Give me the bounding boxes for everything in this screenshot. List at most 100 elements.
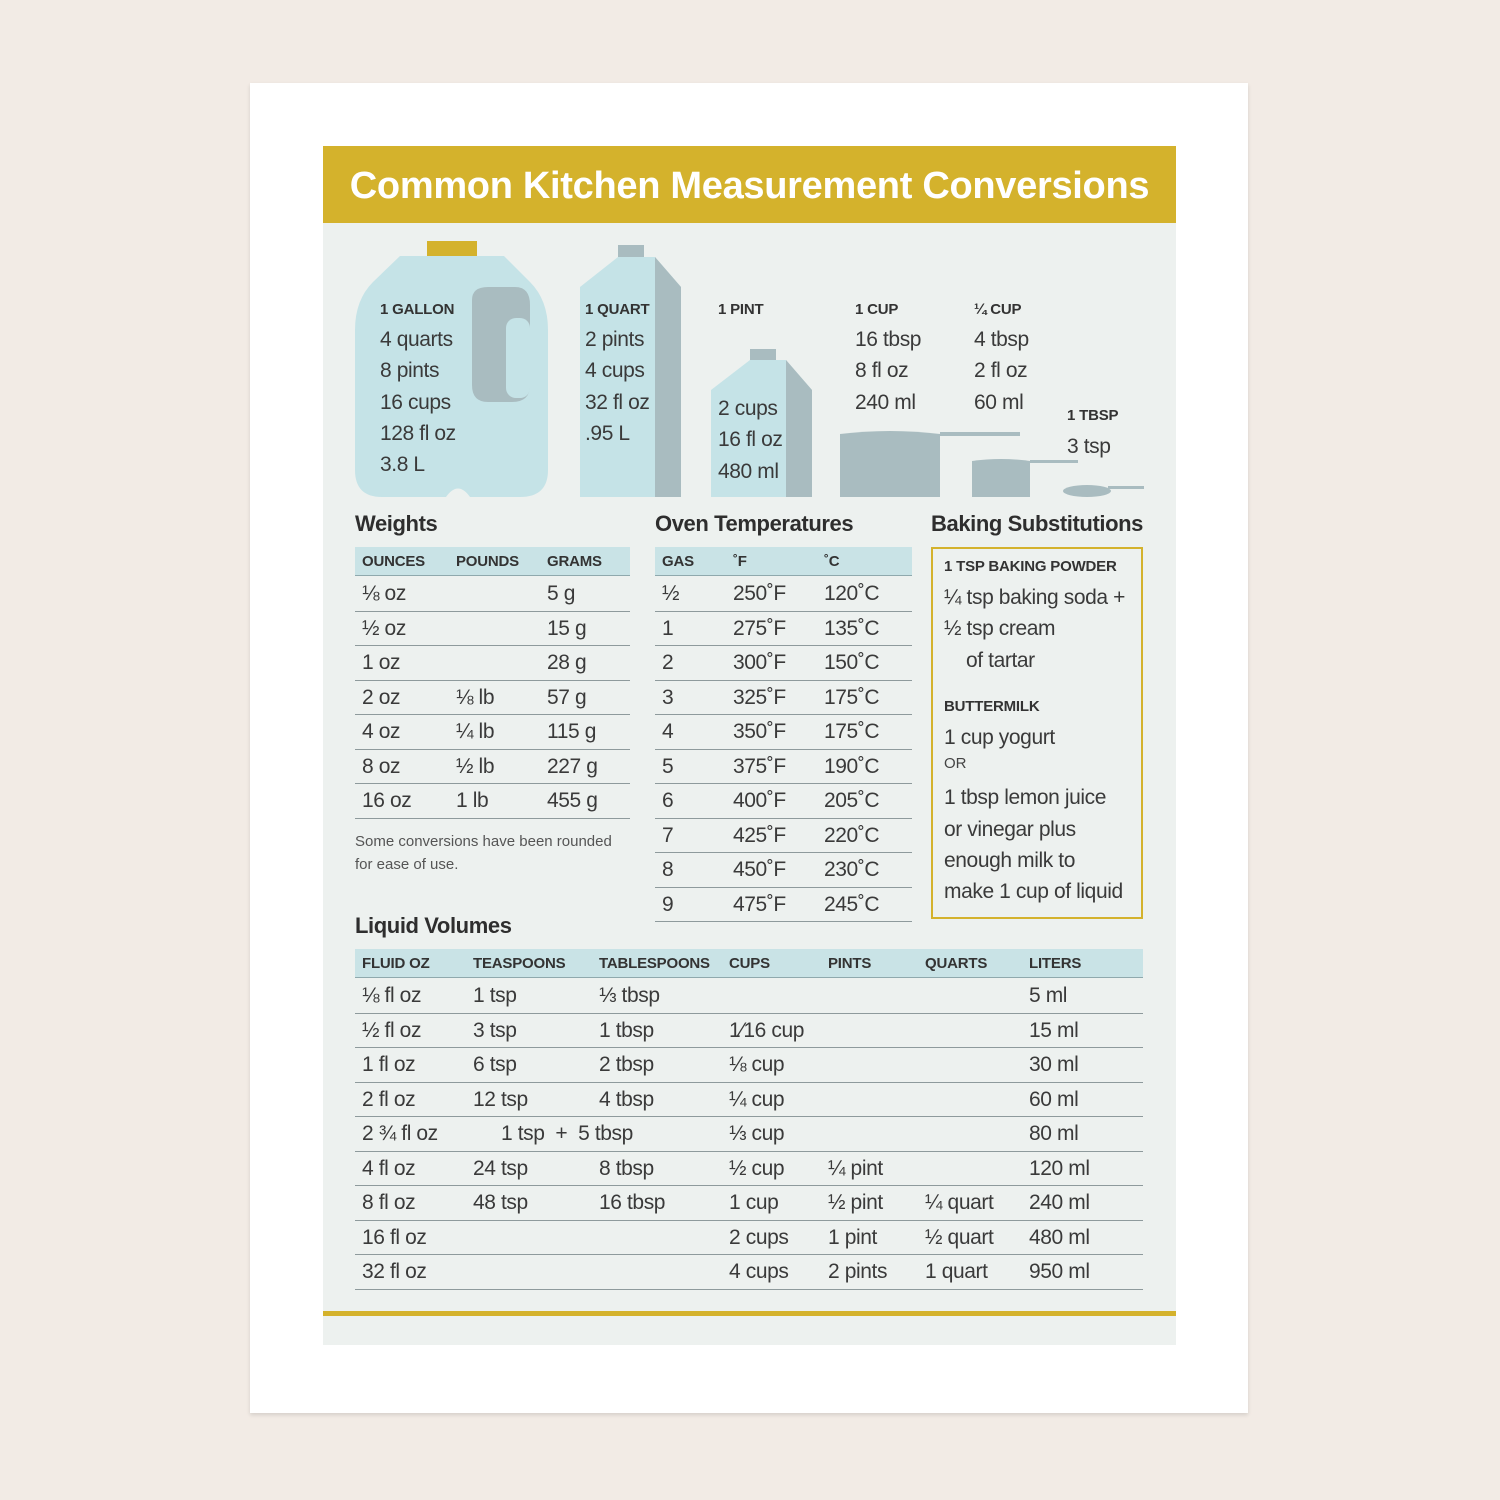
table-cell: 1	[662, 616, 674, 640]
substitution-line: make 1 cup of liquid	[944, 880, 1123, 904]
row-rule	[355, 645, 630, 646]
table-cell: 5 ml	[1029, 984, 1068, 1007]
table-cell: 1 lb	[456, 789, 489, 812]
table-cell: ⅛ cup	[729, 1053, 785, 1076]
table-cell: ¼ lb	[456, 720, 495, 743]
table-cell: 15 ml	[1029, 1018, 1079, 1042]
column-header: ˚F	[733, 553, 747, 570]
table-cell: ¼ quart	[925, 1191, 994, 1214]
table-cell: 1 tsp + 5 tbsp	[501, 1122, 633, 1145]
container-line: 3 tsp	[1067, 435, 1111, 458]
table-cell: 135˚C	[824, 616, 880, 640]
table-cell: 2 fl oz	[362, 1087, 416, 1111]
substitution-line: ½ tsp cream	[944, 617, 1056, 641]
table-cell: 1 pint	[828, 1225, 877, 1249]
table-cell: 1 tbsp	[599, 1018, 654, 1042]
table-cell: 205˚C	[824, 789, 880, 812]
quart-side	[655, 257, 681, 497]
table-cell: 16 fl oz	[362, 1225, 427, 1249]
table-cell: ½ quart	[925, 1225, 994, 1249]
table-cell: 1 fl oz	[362, 1053, 416, 1076]
table-cell: 425˚F	[733, 823, 786, 847]
table-cell: ¼ cup	[729, 1087, 785, 1111]
container-line: 2 fl oz	[974, 359, 1028, 383]
container-line: 4 tbsp	[974, 328, 1029, 351]
table-cell: 3	[662, 685, 674, 709]
table-cell: 48 tsp	[473, 1191, 528, 1214]
row-rule	[655, 783, 912, 784]
table-cell: 4 oz	[362, 720, 401, 743]
table-cell: ½ lb	[456, 754, 495, 778]
column-header: TABLESPOONS	[599, 955, 710, 972]
container-line: 16 tbsp	[855, 328, 922, 351]
container-label: 1 PINT	[718, 301, 764, 318]
column-header: LITERS	[1029, 955, 1082, 972]
tablespoon-handle	[1108, 486, 1144, 489]
container-line: 480 ml	[718, 459, 779, 483]
row-rule	[655, 679, 912, 681]
container-line: 4 quarts	[380, 328, 453, 351]
table-cell: 150˚C	[824, 651, 880, 674]
row-rule	[655, 748, 912, 750]
substitution-line: ¼ tsp baking soda +	[944, 586, 1125, 609]
table-cell: 450˚F	[733, 858, 786, 881]
container-line: 16 cups	[380, 390, 451, 414]
gallon-cap	[427, 241, 477, 256]
table-cell: 375˚F	[733, 754, 786, 778]
table-cell: ½	[662, 582, 680, 605]
table-cell: 480 ml	[1029, 1225, 1090, 1249]
substitution-label: BUTTERMILK	[944, 698, 1040, 715]
row-rule	[655, 714, 912, 715]
table-cell: 2 cups	[729, 1225, 789, 1249]
container-line: 16 fl oz	[718, 428, 783, 452]
row-rule	[355, 1081, 1143, 1083]
table-cell: ⅓ cup	[729, 1122, 785, 1145]
row-rule	[655, 921, 912, 922]
row-rule	[655, 817, 912, 819]
column-header: FLUID OZ	[362, 955, 430, 972]
container-label: 1 CUP	[855, 301, 899, 318]
table-cell: ½ fl oz	[362, 1018, 422, 1042]
table-cell: 475˚F	[733, 892, 786, 916]
table-cell: ⅛ oz	[362, 582, 406, 605]
substitution-line: or vinegar plus	[944, 817, 1076, 841]
table-cell: 80 ml	[1029, 1122, 1079, 1145]
table-cell: 175˚C	[824, 720, 880, 743]
table-cell: 4 tbsp	[599, 1087, 654, 1111]
container-line: 8 fl oz	[855, 359, 909, 383]
column-header: POUNDS	[456, 553, 519, 570]
cup-handle	[940, 432, 1020, 436]
cup-measure	[840, 431, 940, 497]
section-title: Oven Temperatures	[655, 511, 854, 536]
table-cell: 2	[662, 651, 674, 674]
container-line: 3.8 L	[380, 453, 425, 477]
row-rule	[355, 1116, 1143, 1117]
table-cell: 2 pints	[828, 1260, 888, 1283]
substitution-label: 1 TSP BAKING POWDER	[944, 558, 1117, 575]
table-cell: 4 cups	[729, 1260, 789, 1283]
table-cell: 5	[662, 754, 674, 778]
table-cell: 24 tsp	[473, 1156, 528, 1180]
pint-side	[786, 360, 812, 497]
row-rule	[355, 783, 630, 784]
title: Common Kitchen Measurement Conversions	[349, 165, 1150, 207]
table-cell: 120 ml	[1029, 1156, 1090, 1180]
container-line: 2 cups	[718, 397, 778, 420]
section-title: Baking Substitutions	[931, 511, 1144, 536]
column-header: GAS	[662, 553, 694, 570]
table-cell: 6 tsp	[473, 1053, 517, 1076]
table-cell: 250˚F	[733, 582, 786, 605]
row-rule	[355, 1185, 1143, 1186]
table-cell: 6	[662, 789, 674, 812]
row-rule	[355, 1254, 1143, 1255]
column-header: OUNCES	[362, 553, 425, 570]
table-cell: 2 ¾ fl oz	[362, 1122, 438, 1145]
container-label: 1 QUART	[585, 301, 650, 318]
column-header: QUARTS	[925, 955, 988, 972]
table-cell: 30 ml	[1029, 1053, 1079, 1076]
table-cell: ½ cup	[729, 1156, 785, 1180]
substitution-line: enough milk to	[944, 848, 1075, 872]
table-cell: 32 fl oz	[362, 1260, 427, 1283]
table-cell: 325˚F	[733, 685, 786, 709]
container-label: ¼ CUP	[974, 301, 1022, 318]
